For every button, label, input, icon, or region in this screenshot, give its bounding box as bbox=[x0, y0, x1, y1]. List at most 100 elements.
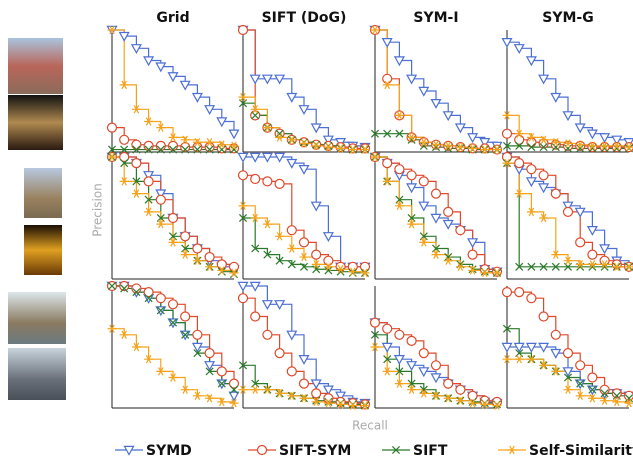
data-point bbox=[418, 348, 429, 359]
data-point bbox=[539, 213, 549, 223]
data-point bbox=[192, 256, 202, 265]
data-point bbox=[492, 268, 502, 278]
data-point bbox=[155, 293, 166, 304]
data-point bbox=[514, 354, 524, 364]
data-point bbox=[455, 225, 466, 236]
data-point bbox=[612, 262, 622, 272]
data-point bbox=[562, 201, 574, 212]
data-point bbox=[563, 144, 573, 153]
data-point bbox=[587, 141, 597, 151]
data-point bbox=[370, 342, 380, 352]
data-point bbox=[205, 367, 214, 376]
photo bbox=[8, 348, 66, 400]
data-point bbox=[348, 145, 358, 154]
data-point bbox=[587, 142, 598, 153]
data-point bbox=[106, 122, 118, 133]
legend-marker bbox=[256, 444, 268, 456]
data-point bbox=[298, 237, 310, 248]
data-point bbox=[623, 390, 633, 401]
data-point bbox=[393, 355, 405, 365]
data-point bbox=[119, 330, 129, 340]
data-point bbox=[299, 262, 309, 271]
data-point bbox=[119, 177, 129, 186]
data-point bbox=[383, 129, 392, 138]
data-point bbox=[491, 266, 503, 277]
data-point bbox=[237, 293, 249, 304]
data-point bbox=[394, 329, 405, 340]
data-point bbox=[370, 129, 380, 138]
data-point bbox=[238, 385, 248, 394]
data-point bbox=[502, 354, 512, 364]
data-point bbox=[611, 388, 622, 399]
data-point bbox=[132, 288, 141, 297]
data-point bbox=[216, 259, 227, 270]
column-title: Grid bbox=[156, 10, 189, 26]
data-point bbox=[527, 143, 536, 152]
data-point bbox=[192, 243, 203, 254]
data-point bbox=[180, 231, 191, 242]
data-point bbox=[407, 219, 417, 229]
data-point bbox=[119, 151, 130, 163]
data-point bbox=[515, 141, 524, 150]
data-point bbox=[238, 361, 248, 370]
data-point bbox=[238, 213, 248, 223]
data-point bbox=[611, 142, 622, 153]
data-point bbox=[237, 152, 249, 163]
data-point bbox=[480, 400, 490, 409]
column-title: SIFT (DoG) bbox=[262, 10, 347, 26]
data-point bbox=[562, 111, 574, 122]
data-point bbox=[382, 73, 393, 84]
data-point bbox=[563, 373, 573, 382]
photo bbox=[24, 168, 62, 218]
data-point bbox=[180, 385, 190, 394]
data-point bbox=[144, 145, 153, 154]
data-point bbox=[430, 373, 442, 384]
data-point bbox=[575, 391, 585, 401]
data-point bbox=[107, 145, 117, 154]
data-point bbox=[612, 141, 622, 151]
data-point bbox=[298, 355, 310, 365]
data-point bbox=[539, 361, 549, 370]
data-point bbox=[250, 213, 260, 223]
data-point bbox=[168, 145, 178, 154]
data-point bbox=[132, 145, 141, 154]
data-point bbox=[526, 293, 537, 304]
data-point bbox=[311, 397, 321, 407]
data-point bbox=[443, 256, 453, 265]
data-point bbox=[455, 396, 465, 405]
data-point bbox=[191, 342, 203, 353]
data-point bbox=[287, 391, 297, 401]
data-point bbox=[418, 201, 430, 212]
data-point bbox=[360, 145, 370, 154]
data-point bbox=[480, 268, 490, 278]
pr-curve bbox=[507, 358, 630, 404]
legend-label: Self-Similarity bbox=[529, 443, 633, 459]
data-point bbox=[526, 164, 537, 175]
data-point bbox=[501, 128, 513, 139]
photo bbox=[8, 95, 63, 150]
data-point bbox=[167, 72, 179, 83]
data-point bbox=[107, 281, 117, 291]
data-point bbox=[348, 401, 358, 410]
data-point bbox=[575, 260, 585, 269]
data-point bbox=[551, 262, 560, 271]
data-point bbox=[370, 152, 380, 162]
data-point bbox=[538, 183, 550, 194]
data-point bbox=[228, 391, 240, 402]
plot bbox=[237, 24, 371, 154]
data-point bbox=[249, 74, 261, 85]
data-point bbox=[455, 384, 466, 395]
data-point bbox=[600, 389, 609, 398]
data-point bbox=[261, 74, 273, 85]
data-point bbox=[217, 145, 226, 154]
data-point bbox=[563, 256, 573, 265]
data-point bbox=[430, 98, 442, 109]
data-point bbox=[144, 207, 154, 217]
data-point bbox=[406, 170, 417, 181]
data-point bbox=[287, 260, 296, 269]
data-point bbox=[551, 250, 561, 259]
legend-label: SIFT-SYM bbox=[279, 443, 351, 459]
data-point bbox=[217, 140, 227, 149]
data-point bbox=[192, 138, 202, 147]
data-point bbox=[216, 366, 227, 377]
